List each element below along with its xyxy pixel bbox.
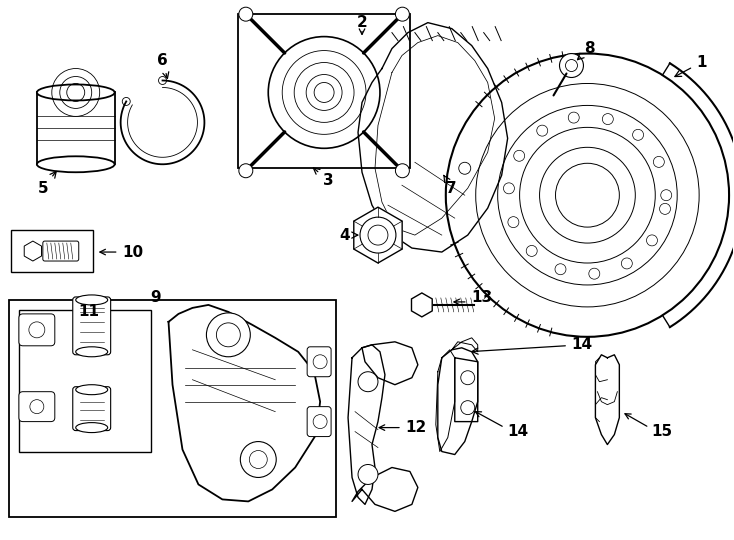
Bar (239, 14, 410, 168)
FancyBboxPatch shape (43, 241, 79, 261)
Polygon shape (348, 345, 385, 504)
FancyBboxPatch shape (19, 392, 55, 422)
Circle shape (396, 7, 410, 21)
Text: 14: 14 (508, 424, 528, 439)
Polygon shape (358, 23, 508, 252)
Text: 1: 1 (675, 55, 706, 77)
Bar (37, 92, 115, 164)
Bar (11, 230, 92, 272)
FancyBboxPatch shape (73, 297, 111, 355)
Circle shape (313, 415, 327, 429)
Ellipse shape (76, 295, 108, 305)
Bar (9, 300, 336, 517)
Text: 14: 14 (472, 338, 592, 354)
Ellipse shape (76, 384, 108, 395)
Circle shape (239, 7, 252, 21)
Ellipse shape (37, 156, 115, 172)
Ellipse shape (76, 423, 108, 433)
Polygon shape (362, 342, 418, 384)
Ellipse shape (76, 347, 108, 357)
Polygon shape (412, 293, 432, 317)
Text: 3: 3 (313, 168, 333, 188)
Text: 6: 6 (157, 53, 169, 78)
Polygon shape (436, 350, 455, 451)
Ellipse shape (37, 84, 115, 100)
Text: 7: 7 (444, 176, 457, 195)
Circle shape (240, 442, 276, 477)
Text: 9: 9 (150, 291, 161, 306)
Polygon shape (455, 358, 478, 422)
Circle shape (239, 164, 252, 178)
Polygon shape (354, 207, 402, 263)
Text: 11: 11 (79, 305, 99, 319)
Text: 10: 10 (123, 245, 144, 260)
Text: 15: 15 (651, 424, 672, 439)
FancyBboxPatch shape (307, 407, 331, 436)
Bar (19, 310, 150, 451)
Text: 4: 4 (340, 227, 358, 242)
FancyBboxPatch shape (307, 347, 331, 377)
Circle shape (559, 53, 584, 78)
Circle shape (313, 355, 327, 369)
Text: 5: 5 (37, 172, 57, 195)
Text: 12: 12 (405, 420, 426, 435)
Polygon shape (169, 305, 320, 502)
Polygon shape (437, 348, 478, 455)
FancyBboxPatch shape (19, 314, 55, 346)
Text: 8: 8 (578, 41, 595, 60)
Polygon shape (595, 355, 619, 444)
Text: 2: 2 (357, 15, 368, 30)
Circle shape (206, 313, 250, 357)
Text: 13: 13 (472, 291, 493, 306)
Polygon shape (352, 468, 418, 511)
FancyBboxPatch shape (73, 387, 111, 430)
Circle shape (396, 164, 410, 178)
Circle shape (358, 372, 378, 392)
Circle shape (358, 464, 378, 484)
